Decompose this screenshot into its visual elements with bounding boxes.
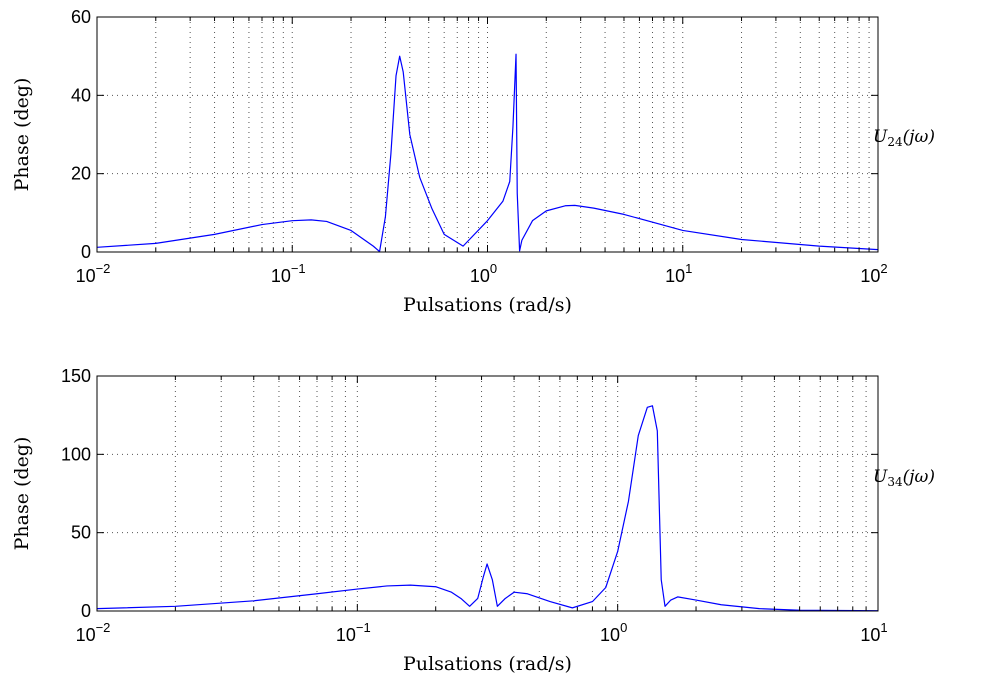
- bottom-xtick-label: 100: [600, 620, 627, 645]
- bottom-grid: [97, 376, 878, 611]
- top-phase-curve: [96, 53, 879, 253]
- top-xtick-label: 10−2: [76, 261, 111, 286]
- bottom-ticks: 10−2 10−1 100 101 0 50 100 150: [61, 366, 888, 645]
- bottom-xtick-label: 10−1: [336, 620, 371, 645]
- top-xtick-label: 101: [665, 261, 692, 286]
- top-ticks: 10−2 10−1 100 101 102 0 20 40 60: [71, 7, 888, 286]
- top-xtick-label: 100: [470, 261, 497, 286]
- top-transfer-label: U24(jω): [873, 127, 935, 149]
- top-xtick-label: 10−1: [271, 261, 306, 286]
- bottom-phase-curve: [96, 405, 879, 612]
- top-yaxis-label: Phase (deg): [11, 78, 33, 192]
- bottom-ytick-label: 150: [61, 366, 91, 386]
- bottom-xtick-label: 10−2: [76, 620, 111, 645]
- top-xaxis-label: Pulsations (rad/s): [403, 294, 572, 316]
- bottom-phase-plot: 10−2 10−1 100 101 0 50 100 150 Pulsations (rad/…: [11, 366, 935, 675]
- bottom-xtick-label: 101: [860, 620, 887, 645]
- top-ytick-label: 0: [81, 242, 91, 262]
- top-grid: [97, 17, 878, 252]
- bottom-ytick-label: 100: [61, 444, 91, 464]
- top-ytick-label: 60: [71, 7, 91, 27]
- bottom-yaxis-label: Phase (deg): [11, 437, 33, 551]
- top-ytick-label: 20: [71, 164, 91, 184]
- bottom-xaxis-label: Pulsations (rad/s): [403, 653, 572, 675]
- bottom-ytick-label: 0: [81, 601, 91, 621]
- bottom-plot-frame: [96, 375, 879, 612]
- bottom-ytick-label: 50: [71, 523, 91, 543]
- top-phase-plot: 10−2 10−1 100 101 102 0 20 40 60 Pulsations (rad…: [11, 7, 935, 316]
- top-xtick-label: 102: [860, 261, 887, 286]
- bottom-transfer-label: U34(jω): [873, 467, 935, 489]
- top-ytick-label: 40: [71, 85, 91, 105]
